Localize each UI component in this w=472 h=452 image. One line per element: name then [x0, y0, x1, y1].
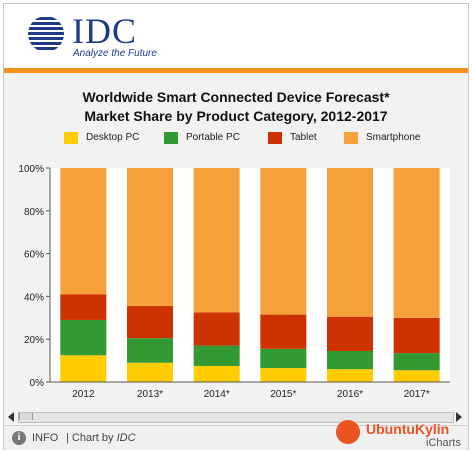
bar-tablet-2017 [393, 317, 440, 354]
footer: i INFO | Chart by IDC UbuntuKylin iChart… [4, 420, 468, 450]
chart-by-brand[interactable]: IDC [116, 432, 136, 444]
scroll-thumb[interactable] [19, 413, 33, 420]
bar-desktop-pc-2016 [327, 369, 373, 382]
chart-area: Worldwide Smart Connected Device Forecas… [4, 73, 468, 407]
x-tick-label: 2015* [270, 389, 296, 400]
bar-tablet-2014 [193, 312, 240, 346]
bar-desktop-pc-2014 [193, 365, 240, 382]
bar-smartphone-2017 [393, 168, 440, 318]
ubuntukylin-watermark: UbuntuKylin iCharts [336, 418, 466, 449]
bar-portable-pc-2016 [327, 350, 373, 370]
chart-by-prefix: | Chart by [66, 432, 114, 444]
legend-swatch [268, 132, 282, 144]
legend-swatch [64, 132, 78, 144]
idc-tagline: Analyze the Future [73, 48, 157, 59]
legend-swatch [164, 132, 178, 144]
bar-portable-pc-2017 [393, 353, 440, 371]
bar-portable-pc-2013 [127, 338, 173, 363]
bar-desktop-pc-2012 [60, 355, 107, 382]
bar-portable-pc-2015 [260, 348, 307, 369]
icharts-link[interactable]: iCharts [426, 437, 461, 449]
bar-portable-pc-2014 [193, 345, 240, 366]
x-tick-label: 2016* [337, 389, 363, 400]
chart-by-credit: | Chart by IDC [66, 432, 136, 444]
accent-divider [4, 68, 468, 73]
scroll-left-arrow-icon[interactable] [8, 412, 14, 422]
y-tick-label: 100% [18, 164, 44, 175]
watermark-text: UbuntuKylin [366, 421, 450, 437]
y-tick-label: 40% [24, 292, 44, 303]
legend-label: Smartphone [366, 132, 421, 143]
bar-smartphone-2016 [327, 168, 373, 317]
y-tick-label: 60% [24, 250, 44, 261]
x-tick-label: 2014* [204, 389, 230, 400]
bar-portable-pc-2012 [60, 319, 107, 356]
header: IDC Analyze the Future [4, 4, 468, 68]
bar-smartphone-2015 [260, 168, 307, 315]
bar-smartphone-2013 [127, 168, 173, 307]
x-tick-label: 2013* [137, 389, 163, 400]
bar-desktop-pc-2013 [127, 362, 173, 382]
legend-label: Portable PC [186, 132, 240, 143]
y-tick-label: 0% [30, 378, 45, 389]
chart-widget: IDC Analyze the Future Worldwide Smart C… [3, 3, 469, 450]
legend-label: Tablet [290, 132, 317, 143]
bar-desktop-pc-2017 [393, 370, 440, 382]
bar-desktop-pc-2015 [260, 368, 307, 382]
ubuntu-logo-icon [336, 420, 360, 444]
idc-globe-icon [28, 16, 64, 52]
chart-plot: 2012 2013* 2014* 2015* 2016* 2017* 0% 20% 40% 60%… [18, 164, 450, 400]
scroll-track[interactable] [18, 412, 454, 423]
x-tick-label: 2017* [404, 389, 430, 400]
bar-smartphone-2014 [193, 168, 240, 313]
idc-logo-text: IDC [72, 11, 137, 51]
x-tick-label: 2012 [72, 389, 95, 400]
scroll-right-arrow-icon[interactable] [456, 412, 462, 422]
legend-swatch [344, 132, 358, 144]
y-tick-label: 20% [24, 335, 44, 346]
bar-tablet-2015 [260, 314, 307, 349]
plot-background [50, 168, 450, 382]
bar-tablet-2016 [327, 316, 373, 351]
y-tick-label: 80% [24, 207, 44, 218]
bar-smartphone-2012 [60, 168, 107, 295]
info-link[interactable]: INFO [32, 432, 59, 444]
chart-subtitle: Market Share by Product Category, 2012-2… [84, 108, 388, 124]
legend-label: Desktop PC [86, 132, 140, 143]
bar-tablet-2012 [60, 294, 107, 320]
bar-tablet-2013 [127, 306, 173, 339]
chart-title: Worldwide Smart Connected Device Forecas… [82, 89, 390, 105]
info-icon[interactable]: i [12, 431, 26, 445]
chart-legend: Desktop PC Portable PC Tablet Smartphone [4, 130, 468, 146]
